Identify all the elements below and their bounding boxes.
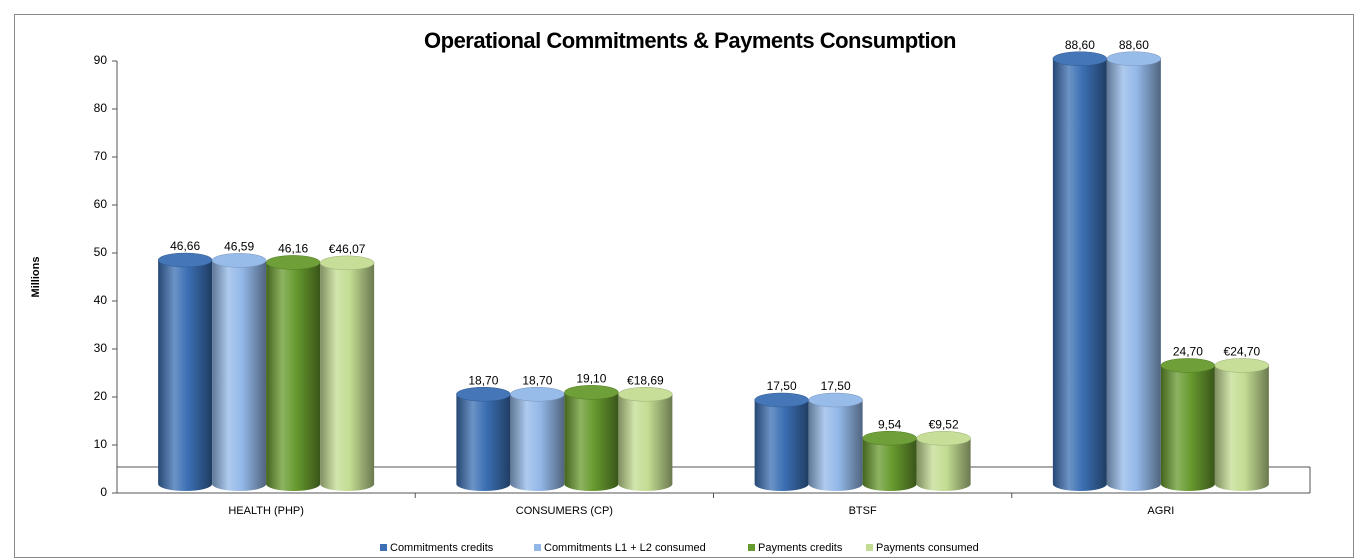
bar [754,392,809,492]
value-label: 18,70 [468,373,498,387]
y-tick-label: 80 [94,101,108,115]
value-label: 17,50 [821,379,851,393]
legend-label: Payments consumed [876,542,979,554]
y-tick-label: 60 [94,197,108,211]
bar-body [266,262,321,492]
bar-body [564,392,619,492]
bar-top [808,392,863,408]
bar [564,385,619,492]
bar [157,252,213,492]
bar-body [862,438,917,492]
legend-swatch [534,544,541,551]
bar-top [456,386,511,402]
bar-top [916,431,971,446]
bar-top [618,387,673,402]
x-tick-label: AGRI [1147,505,1174,517]
bar-top [1106,51,1162,66]
legend-swatch [748,544,755,551]
bar-body [158,260,213,492]
y-tick-label: 0 [100,485,107,499]
value-label: 19,10 [576,371,606,385]
bar-body [808,400,863,492]
legend-label: Payments credits [758,542,843,554]
value-label: 46,16 [278,242,308,256]
bar-body [1214,365,1269,492]
bar-top [157,252,213,268]
value-label: 17,50 [767,379,797,393]
bar [1160,358,1216,492]
bar-body [1052,58,1107,492]
value-label: 18,70 [522,373,552,387]
bar [618,387,673,492]
legend-swatch [380,544,387,551]
legend-label: Commitments credits [390,542,494,554]
value-label: €9,52 [929,417,959,431]
x-tick-label: CONSUMERS (CP) [516,505,613,517]
bar [211,253,267,492]
bar-top [754,392,809,408]
bar-body [754,400,809,492]
y-tick-label: 20 [94,389,108,403]
bar-top [862,430,917,446]
bar-body [212,260,267,492]
chart-title: Operational Commitments & Payments Consu… [424,28,956,53]
bar-top [265,255,321,270]
bar [808,392,863,492]
bar-top [211,253,267,268]
bar-body [1160,365,1215,492]
bar [265,255,321,492]
value-label: 9,54 [878,417,902,431]
bar [916,431,971,492]
bar-top [1214,358,1270,373]
legend-label: Commitments L1 + L2 consumed [544,542,706,554]
bar-top [564,385,619,400]
value-label: 24,70 [1173,345,1203,359]
bar-body [320,262,375,492]
bar-body [510,394,565,492]
bar-body [456,394,511,492]
x-tick-label: BTSF [849,505,877,517]
bar-body [916,438,971,492]
value-label: €18,69 [627,373,664,387]
bar [1106,51,1162,492]
y-tick-label: 70 [94,149,108,163]
bar-body [618,394,673,492]
value-label: 46,59 [224,240,254,254]
y-tick-label: 40 [94,293,108,307]
bar [456,386,511,492]
chart-frame [14,14,1354,558]
value-label: €24,70 [1224,345,1261,359]
bar-top [510,386,565,402]
bar [862,430,917,492]
value-label: 46,66 [170,239,200,253]
bar-top [1052,51,1108,66]
y-tick-label: 30 [94,341,108,355]
y-tick-label: 50 [94,245,108,259]
y-tick-label: 10 [94,437,108,451]
value-label: €46,07 [329,242,366,256]
bar-top [1160,358,1216,373]
x-tick-label: HEALTH (PHP) [228,505,304,517]
value-label: 88,60 [1065,38,1095,52]
bar-top [319,255,375,271]
bar-body [1106,58,1161,492]
bar [319,255,375,492]
bar [1214,358,1270,492]
bar [1052,51,1108,492]
y-tick-label: 90 [94,53,108,67]
bar [510,386,565,492]
value-label: 88,60 [1119,38,1149,52]
legend-swatch [866,544,873,551]
y-axis-label: Millions [30,257,42,298]
